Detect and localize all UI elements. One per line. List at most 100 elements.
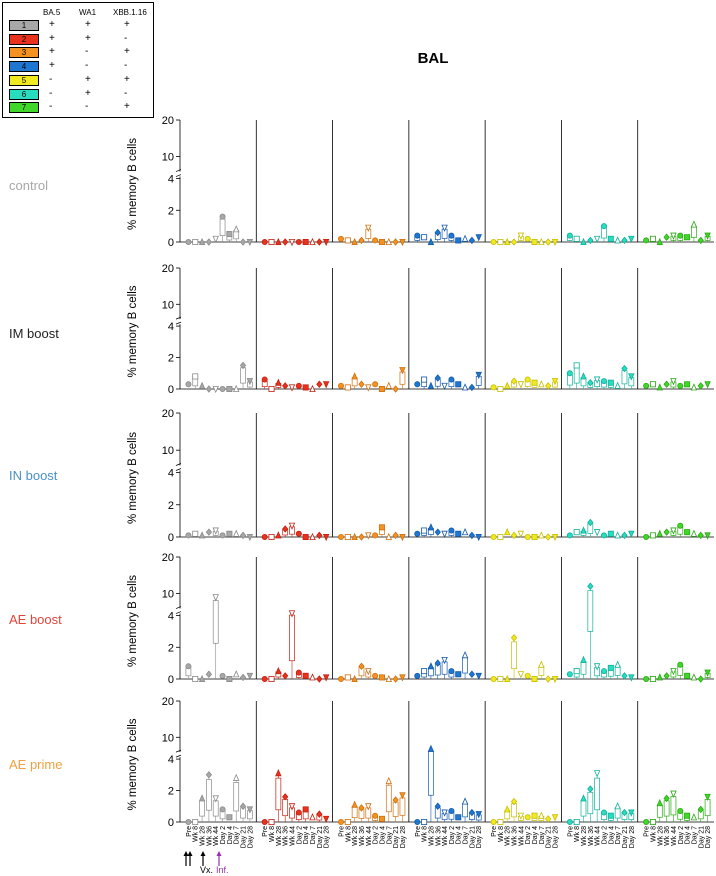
data-point (643, 534, 650, 541)
x-tick-label: Wk 36 (206, 826, 213, 846)
box (601, 227, 607, 239)
data-point (309, 673, 316, 681)
data-point (614, 531, 621, 539)
data-point (524, 534, 531, 541)
data-point (226, 530, 233, 537)
data-point (538, 531, 545, 539)
data-point (614, 660, 621, 668)
data-point (246, 378, 254, 386)
x-tick-label: Pre (415, 826, 422, 837)
data-point (461, 651, 469, 659)
x-tick-label: Wk 36 (512, 826, 519, 846)
data-point (531, 534, 538, 541)
data-point (414, 530, 421, 537)
data-point (246, 806, 254, 814)
x-tick-label: Wk 44 (213, 826, 220, 846)
data-point (468, 236, 476, 245)
box (206, 779, 212, 811)
data-point (351, 674, 358, 682)
data-point (684, 381, 691, 388)
box (663, 800, 670, 817)
group-label-in-boost: IN boost (9, 468, 58, 483)
box (621, 370, 628, 385)
data-point (322, 534, 330, 542)
y-tick-label: 4 (168, 468, 174, 480)
data-point (468, 383, 476, 392)
data-point (503, 674, 511, 682)
data-point (322, 674, 330, 682)
data-point (385, 532, 393, 540)
x-tick-label: Day 28 (400, 826, 407, 848)
data-point (434, 374, 441, 382)
data-point (344, 384, 351, 391)
data-point (663, 233, 670, 241)
data-point (497, 238, 504, 245)
y-axis-break (175, 463, 182, 466)
data-point (372, 532, 379, 539)
data-point (378, 815, 385, 822)
data-point (316, 238, 323, 246)
data-point (185, 238, 192, 245)
data-point (656, 529, 664, 537)
box (462, 657, 468, 674)
data-point (226, 231, 233, 238)
data-point (198, 674, 206, 682)
data-point (607, 379, 614, 386)
legend-swatch-6: 6 (9, 88, 39, 100)
data-point (573, 819, 580, 826)
data-point (288, 384, 296, 392)
data-point (551, 814, 559, 822)
data-point (593, 235, 601, 244)
box (614, 807, 621, 819)
x-tick-label: Wk 8 (345, 826, 352, 842)
data-point (192, 676, 199, 683)
box (573, 367, 580, 384)
data-point (448, 668, 455, 675)
data-point (461, 383, 469, 391)
legend-header-1: BA.5 (43, 8, 61, 17)
y-tick-label: 2 (168, 353, 174, 365)
x-tick-label: Wk 44 (595, 826, 602, 846)
data-point (205, 385, 213, 393)
data-point (614, 802, 621, 810)
data-point (497, 534, 504, 541)
vx-arrow-head (200, 851, 206, 856)
x-tick-label: Wk 36 (359, 826, 366, 846)
data-point (322, 381, 330, 389)
data-point (607, 530, 614, 537)
box (670, 796, 677, 816)
data-point (421, 234, 428, 241)
data-point (239, 673, 247, 682)
data-point (185, 532, 192, 539)
y-axis-break (175, 754, 182, 758)
data-point (205, 670, 213, 678)
data-point (663, 380, 670, 389)
data-point (587, 582, 594, 591)
legend-mark: + (49, 60, 55, 72)
data-point (643, 676, 650, 683)
data-point (628, 530, 635, 538)
x-tick-label: Wk 44 (366, 826, 373, 846)
data-point (628, 809, 635, 817)
x-tick-label: Day 28 (476, 826, 483, 848)
x-tick-label: Day 4 (685, 826, 692, 844)
data-point (295, 669, 302, 676)
data-point (239, 802, 247, 810)
legend-swatch-5: 5 (9, 74, 39, 86)
data-point (490, 534, 497, 541)
data-point (656, 237, 664, 246)
legend-mark: + (124, 19, 130, 30)
data-point (275, 531, 282, 539)
data-point (614, 381, 621, 389)
data-point (531, 676, 538, 683)
data-point (600, 223, 607, 230)
data-point (399, 367, 406, 375)
data-point (566, 232, 573, 239)
y-axis-break (175, 606, 182, 609)
data-point (392, 385, 399, 393)
data-point (302, 806, 309, 813)
x-tick-label: Day 28 (705, 826, 712, 848)
x-tick-label: Day 21 (469, 826, 476, 848)
data-point (538, 237, 545, 246)
